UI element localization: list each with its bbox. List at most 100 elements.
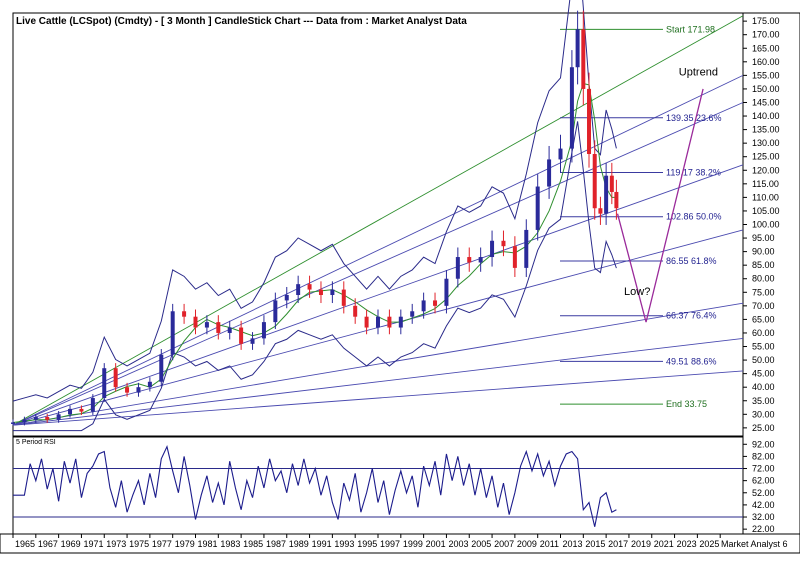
y-tick-label: 80.00	[752, 274, 775, 284]
fib-level-label: 119.17 38.2%	[666, 168, 721, 178]
x-tick-label: 1997	[380, 539, 400, 549]
y-tick-label: 40.00	[752, 382, 775, 392]
y-tick-label: 135.00	[752, 125, 780, 135]
candle-body	[512, 246, 517, 268]
y-tick-label: 85.00	[752, 260, 775, 270]
y-tick-label: 60.00	[752, 328, 775, 338]
fib-level-label: 86.55 61.8%	[666, 256, 717, 266]
rsi-tick-label: 52.00	[752, 488, 775, 498]
candle-body	[273, 300, 278, 323]
candle-body	[56, 414, 61, 420]
candle-body	[558, 148, 563, 160]
fan-line	[12, 302, 744, 426]
x-tick-label: 1993	[334, 539, 354, 549]
candle-body	[79, 408, 84, 412]
x-tick-label: 1969	[61, 539, 81, 549]
y-tick-label: 155.00	[752, 70, 780, 80]
candle-body	[364, 316, 369, 328]
annotation-label: Low?	[624, 286, 650, 298]
y-axis-bar	[742, 12, 800, 535]
fib-level-label: End 33.75	[666, 399, 707, 409]
rsi-tick-label: 62.00	[752, 476, 775, 486]
candle-body	[524, 229, 529, 268]
candle-body	[353, 305, 358, 317]
candle-body	[204, 322, 209, 328]
candle-body	[136, 387, 141, 393]
x-tick-label: 2015	[585, 539, 605, 549]
y-tick-label: 170.00	[752, 30, 780, 40]
x-axis-bar	[0, 533, 800, 554]
candle-body	[398, 316, 403, 328]
x-tick-label: 2011	[540, 539, 559, 549]
candle-body	[330, 289, 335, 295]
candle-body	[11, 422, 15, 424]
y-tick-label: 30.00	[752, 409, 775, 419]
candle-body	[90, 398, 95, 412]
fan-line	[12, 164, 744, 426]
rsi-tick-label: 82.00	[752, 451, 775, 461]
rsi-line	[13, 445, 617, 527]
rsi-tick-label: 42.00	[752, 500, 775, 510]
x-tick-label: 2007	[494, 539, 514, 549]
candle-body	[490, 240, 495, 258]
x-tick-label: 1989	[289, 539, 309, 549]
candle-body	[45, 417, 50, 420]
x-tick-label: 2013	[563, 539, 583, 549]
y-tick-label: 125.00	[752, 152, 780, 162]
candle-body	[147, 381, 152, 388]
candle-body	[227, 327, 232, 333]
fib-level-label: Start 171.98	[666, 24, 715, 34]
candle-body	[614, 191, 619, 209]
rsi-label: 5 Period RSI	[16, 439, 56, 446]
x-tick-label: 1987	[266, 539, 286, 549]
x-tick-label: 2019	[631, 539, 651, 549]
fan-line	[12, 102, 744, 426]
fib-level-label: 102.86 50.0%	[666, 212, 722, 222]
y-tick-label: 50.00	[752, 355, 775, 365]
candle-body	[318, 289, 323, 295]
y-tick-label: 35.00	[752, 396, 775, 406]
rsi-tick-label: 32.00	[752, 512, 775, 522]
candle-body	[182, 311, 187, 317]
candle-body	[478, 257, 483, 263]
candle-body	[125, 387, 130, 393]
candle-body	[216, 322, 221, 333]
fib-level-label: 66.37 76.4%	[666, 311, 717, 321]
candle-body	[604, 175, 609, 214]
candle-body	[467, 257, 472, 263]
candle-body	[261, 322, 266, 339]
x-tick-label: 1965	[15, 539, 35, 549]
candle-body	[592, 154, 597, 209]
candle-body	[193, 316, 198, 328]
y-tick-label: 140.00	[752, 111, 780, 121]
upper-band-line	[12, 0, 617, 402]
x-tick-label: 1999	[403, 539, 423, 549]
x-tick-label: 1985	[243, 539, 263, 549]
candle-body	[307, 284, 312, 290]
x-tick-label: 2005	[471, 539, 491, 549]
fan-line	[12, 15, 744, 426]
candle-body	[68, 408, 73, 415]
candle-body	[535, 186, 540, 230]
x-tick-label: 2009	[517, 539, 537, 549]
candle-body	[410, 311, 415, 317]
y-tick-label: 145.00	[752, 97, 780, 107]
fan-line	[12, 74, 744, 426]
candle-body	[609, 175, 614, 192]
fib-level-label: 139.35 23.6%	[666, 113, 722, 123]
chart-title: Live Cattle (LCSpot) (Cmdty) - [ 3 Month…	[16, 16, 467, 27]
candle-body	[250, 338, 255, 344]
y-tick-label: 95.00	[752, 233, 775, 243]
candle-body	[239, 327, 244, 344]
candle-body	[581, 29, 586, 89]
candle-body	[22, 419, 27, 423]
candle-body	[341, 289, 346, 306]
y-tick-label: 160.00	[752, 57, 780, 67]
rsi-panel	[12, 436, 744, 535]
y-tick-label: 55.00	[752, 342, 775, 352]
candle-body	[113, 368, 118, 388]
x-tick-label: 1991	[312, 539, 332, 549]
y-tick-label: 70.00	[752, 301, 775, 311]
moving-average-line	[12, 82, 617, 423]
